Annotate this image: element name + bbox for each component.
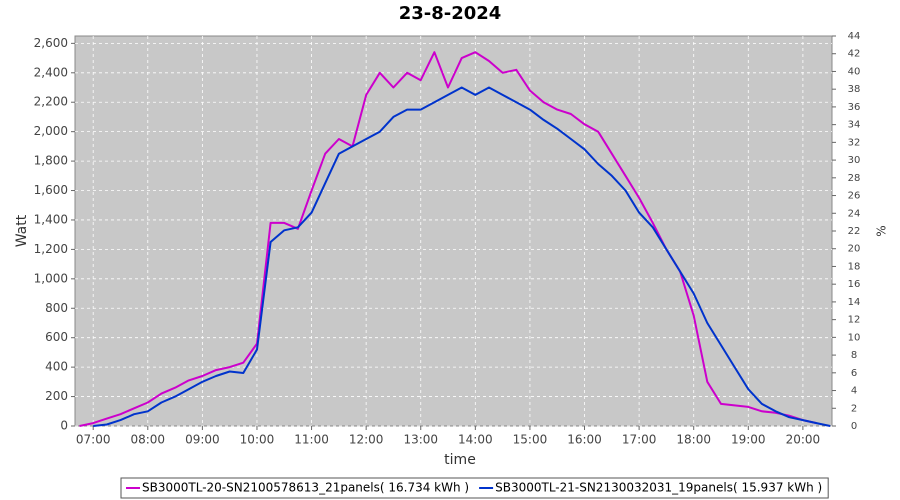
legend: SB3000TL-20-SN2100578613_21panels( 16.73… [120, 477, 829, 499]
legend-box [120, 477, 829, 499]
legend-label: SB3000TL-20-SN2100578613_21panels( 16.73… [142, 481, 469, 495]
x-tick-label: 17:00 [622, 433, 657, 447]
y2-tick-label: 40 [848, 66, 861, 77]
y2-axis-title: % [875, 225, 889, 236]
y2-tick-label: 26 [848, 191, 861, 202]
x-tick-label: 19:00 [731, 433, 766, 447]
y2-tick-label: 36 [848, 102, 861, 113]
y-tick-label: 1,400 [34, 212, 68, 226]
y-axis-title: Watt [14, 214, 30, 247]
y2-tick-label: 34 [848, 120, 861, 131]
y2-tick-label: 32 [848, 137, 861, 148]
x-tick-label: 20:00 [786, 433, 821, 447]
y-tick-label: 2,200 [34, 95, 68, 109]
y2-tick-label: 8 [851, 350, 857, 361]
y-tick-label: 2,400 [34, 65, 68, 79]
y2-tick-label: 4 [851, 386, 857, 397]
x-tick-label: 16:00 [567, 433, 602, 447]
y2-tick-label: 20 [848, 244, 861, 255]
y-tick-label: 1,000 [34, 271, 68, 285]
x-tick-label: 11:00 [294, 433, 329, 447]
x-tick-label: 07:00 [76, 433, 111, 447]
chart-title: 23-8-2024 [399, 3, 502, 24]
series-line [93, 86, 831, 427]
plot-area [74, 35, 833, 427]
y-tick-label: 600 [45, 330, 68, 344]
y2-tick-label: 10 [848, 332, 861, 343]
y-tick-label: 1,800 [34, 154, 68, 168]
y-tick-label: 400 [45, 360, 68, 374]
y-tick-label: 1,600 [34, 183, 68, 197]
x-tick-label: 09:00 [185, 433, 220, 447]
x-tick-label: 14:00 [458, 433, 493, 447]
y2-tick-label: 30 [848, 155, 861, 166]
y2-tick-label: 12 [848, 315, 861, 326]
y2-tick-label: 2 [851, 403, 857, 414]
y2-tick-label: 14 [848, 297, 861, 308]
y-tick-label: 800 [45, 301, 68, 315]
y2-tick-label: 24 [848, 208, 861, 219]
legend-label: SB3000TL-21-SN2130032031_19panels( 15.93… [495, 481, 822, 495]
y2-tick-label: 16 [848, 279, 861, 290]
x-tick-label: 18:00 [676, 433, 711, 447]
x-tick-label: 13:00 [403, 433, 438, 447]
y-tick-label: 2,600 [34, 36, 68, 50]
y-tick-label: 200 [45, 389, 68, 403]
x-tick-label: 15:00 [513, 433, 548, 447]
y2-tick-label: 28 [848, 173, 861, 184]
y-tick-label: 2,000 [34, 124, 68, 138]
y2-tick-label: 0 [851, 421, 857, 432]
y2-tick-label: 42 [848, 49, 861, 60]
y2-tick-label: 18 [848, 261, 861, 272]
y-tick-label: 0 [60, 419, 68, 433]
y2-tick-label: 22 [848, 226, 861, 237]
x-tick-label: 10:00 [240, 433, 275, 447]
y2-tick-label: 44 [848, 31, 861, 42]
series-line [79, 51, 817, 427]
x-tick-label: 12:00 [349, 433, 384, 447]
x-tick-label: 08:00 [130, 433, 165, 447]
y2-tick-label: 38 [848, 84, 861, 95]
y2-tick-label: 6 [851, 368, 857, 379]
y-tick-label: 1,200 [34, 242, 68, 256]
x-axis-title: time [444, 452, 476, 468]
